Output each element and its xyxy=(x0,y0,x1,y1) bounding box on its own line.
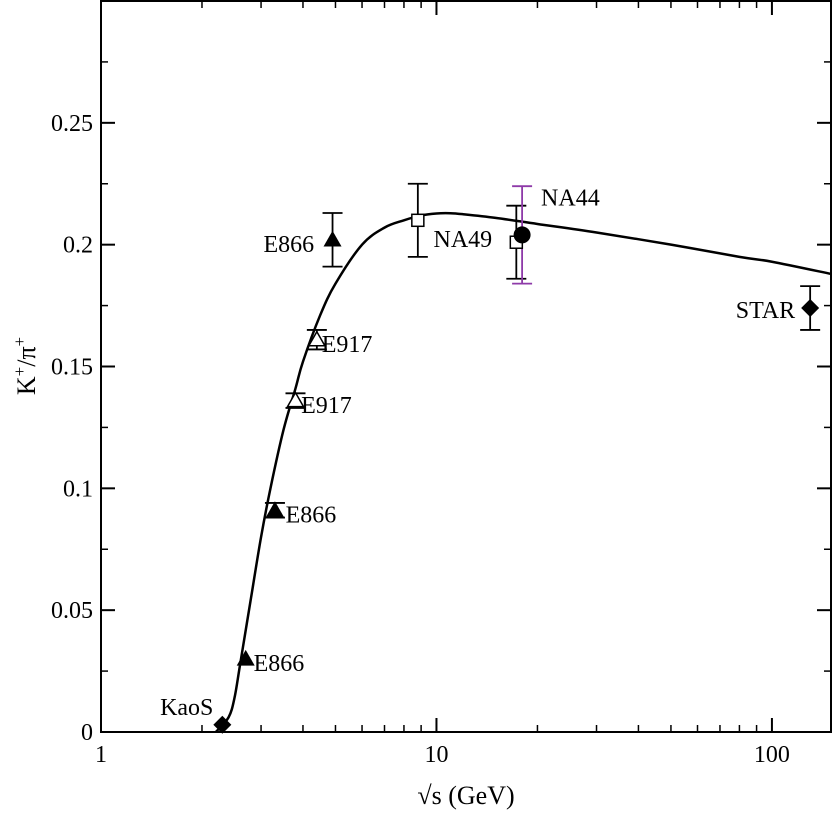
y-axis-label: K+/π+ xyxy=(10,337,41,395)
x-tick-label: 100 xyxy=(754,742,790,768)
y-tick-label: 0.05 xyxy=(51,598,93,624)
point-annotation: E917 xyxy=(301,393,352,419)
y-tick-label: 0.15 xyxy=(51,355,93,381)
open-triangle-marker xyxy=(307,330,327,347)
point-annotation: E917 xyxy=(322,332,373,358)
diamond-marker xyxy=(801,299,820,318)
point-annotation: E866 xyxy=(254,651,305,677)
diamond-marker xyxy=(213,715,232,734)
y-tick-label: 0.1 xyxy=(63,476,93,502)
point-annotation: KaoS xyxy=(160,695,213,721)
open-square-marker xyxy=(411,213,425,228)
x-axis-label: √s (GeV) xyxy=(417,781,514,810)
triangle-marker xyxy=(236,649,255,666)
triangle-marker xyxy=(265,501,284,518)
open-triangle-marker xyxy=(286,391,305,408)
plot-frame xyxy=(100,0,832,733)
point-annotation: STAR xyxy=(736,298,795,324)
y-tick-label: 0 xyxy=(81,720,93,746)
y-tick-label: 0.25 xyxy=(51,111,93,137)
annotations-layer: KaoS E866 E866 E917 E917 E866 NA49 NA44 STAR xyxy=(160,186,795,721)
triangle-marker xyxy=(323,230,342,247)
axis-ticks: 1 10 100 0 0.05 0.1 0.15 0.2 0.25 xyxy=(51,1,831,768)
model-curve-layer xyxy=(214,211,832,733)
x-tick-label: 1 xyxy=(95,742,107,768)
model-curve xyxy=(214,211,832,733)
data-points-layer xyxy=(213,182,821,734)
point-annotation: E866 xyxy=(263,232,314,258)
x-tick-label: 10 xyxy=(424,742,448,768)
point-annotation: NA44 xyxy=(541,186,600,212)
y-tick-label: 0.2 xyxy=(63,233,93,259)
point-annotation: E866 xyxy=(286,502,337,528)
point-annotation: NA49 xyxy=(434,227,493,253)
circle-marker xyxy=(513,226,531,244)
